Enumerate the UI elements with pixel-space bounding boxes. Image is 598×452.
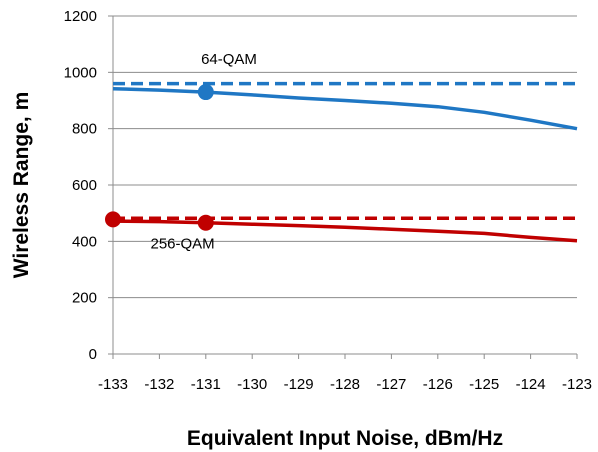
data-marker xyxy=(105,211,121,228)
y-tick-label: 800 xyxy=(72,121,97,138)
x-axis-title: Equivalent Input Noise, dBm/Hz xyxy=(187,427,503,450)
y-tick-label: 600 xyxy=(72,177,97,194)
x-tick-label: -126 xyxy=(423,376,453,393)
x-tick-label: -123 xyxy=(562,376,592,393)
data-markers xyxy=(105,84,214,231)
y-tick-label: 1200 xyxy=(64,8,97,25)
grid-lines xyxy=(113,15,577,299)
x-tick-label: -130 xyxy=(237,376,267,393)
data-marker xyxy=(197,84,214,101)
annotation-label: 64-QAM xyxy=(201,51,257,68)
data-marker xyxy=(197,214,214,231)
series-lines xyxy=(112,81,578,243)
x-tick-label: -133 xyxy=(98,376,128,393)
y-tick-label: 0 xyxy=(89,346,97,363)
y-tick-label: 200 xyxy=(72,290,97,307)
series-line-solid xyxy=(112,219,578,243)
x-tick-label: -131 xyxy=(191,376,221,393)
series-line-solid xyxy=(112,86,578,131)
annotation-label: 256-QAM xyxy=(150,235,214,252)
y-tick-label: 1000 xyxy=(64,64,97,81)
y-axis-title: Wireless Range, m xyxy=(10,92,33,279)
x-tick-label: -125 xyxy=(469,376,499,393)
x-tick-label: -124 xyxy=(516,376,546,393)
x-tick-label: -132 xyxy=(144,376,174,393)
x-tick-label: -129 xyxy=(284,376,314,393)
y-tick-label: 400 xyxy=(72,233,97,250)
tick-labels: 0 200 400 600 800 1000 1200 -133 -132 -131 -130 -12… xyxy=(64,8,592,393)
x-tick-label: -127 xyxy=(376,376,406,393)
x-tick-label: -128 xyxy=(330,376,360,393)
annotations: 64-QAM 256-QAM xyxy=(150,51,256,252)
axes xyxy=(108,15,578,359)
